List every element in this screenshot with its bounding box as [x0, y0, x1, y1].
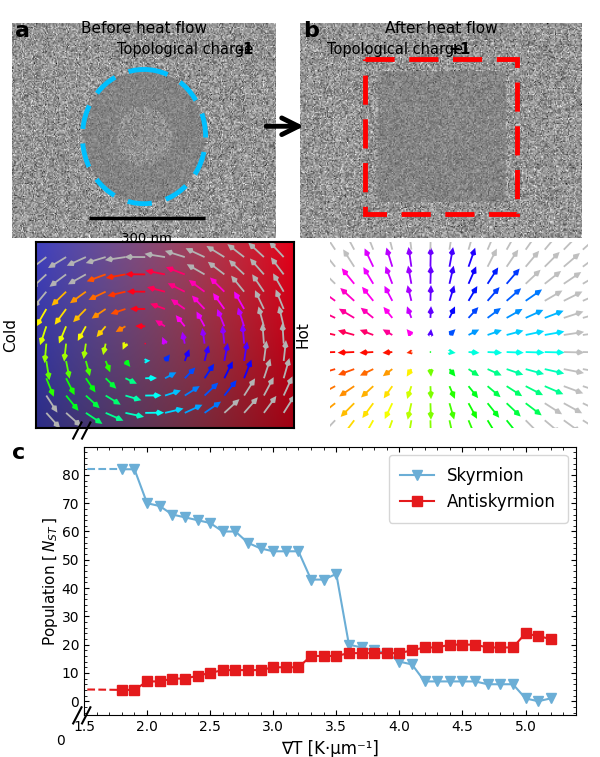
Antiskyrmion	[547, 634, 554, 643]
Antiskyrmion	[472, 640, 479, 650]
Skyrmion	[282, 547, 289, 556]
Text: Cold: Cold	[3, 318, 19, 351]
Antiskyrmion	[535, 631, 542, 640]
Antiskyrmion	[194, 671, 201, 681]
Antiskyrmion	[118, 685, 125, 694]
Skyrmion	[547, 694, 554, 703]
Skyrmion	[509, 680, 517, 689]
Skyrmion	[409, 660, 416, 669]
Skyrmion	[156, 501, 163, 510]
Antiskyrmion	[409, 646, 416, 655]
Text: Topological charge: Topological charge	[327, 42, 468, 57]
Line: Skyrmion: Skyrmion	[117, 464, 556, 706]
Antiskyrmion	[206, 668, 214, 678]
Skyrmion	[131, 465, 138, 474]
Antiskyrmion	[446, 640, 454, 650]
Antiskyrmion	[484, 643, 491, 652]
Skyrmion	[396, 657, 403, 666]
Text: -1: -1	[237, 42, 253, 57]
Antiskyrmion	[244, 665, 251, 674]
Skyrmion	[383, 649, 391, 658]
Skyrmion	[169, 510, 176, 519]
Antiskyrmion	[232, 665, 239, 674]
Text: Before heat flow: Before heat flow	[81, 21, 207, 36]
Skyrmion	[219, 527, 226, 536]
Text: b: b	[303, 21, 319, 41]
Skyrmion	[232, 527, 239, 536]
X-axis label: ∇T [K·μm⁻¹]: ∇T [K·μm⁻¹]	[281, 740, 379, 757]
Skyrmion	[257, 544, 264, 553]
Text: +1: +1	[449, 42, 471, 57]
Skyrmion	[371, 646, 378, 655]
Antiskyrmion	[358, 649, 365, 658]
Skyrmion	[434, 677, 441, 686]
Skyrmion	[194, 516, 201, 525]
Skyrmion	[346, 640, 353, 650]
Text: Hot: Hot	[296, 321, 311, 348]
Antiskyrmion	[509, 643, 517, 652]
Text: After heat flow: After heat flow	[385, 21, 497, 36]
Antiskyrmion	[396, 649, 403, 658]
Antiskyrmion	[434, 643, 441, 652]
Legend: Skyrmion, Antiskyrmion: Skyrmion, Antiskyrmion	[389, 455, 568, 522]
Antiskyrmion	[371, 649, 378, 658]
Antiskyrmion	[459, 640, 466, 650]
Antiskyrmion	[282, 662, 289, 671]
Skyrmion	[244, 538, 251, 547]
Antiskyrmion	[257, 665, 264, 674]
Skyrmion	[497, 680, 504, 689]
Antiskyrmion	[522, 629, 529, 638]
Skyrmion	[535, 696, 542, 706]
Text: 300 nm: 300 nm	[121, 232, 172, 245]
Skyrmion	[358, 643, 365, 652]
Text: Topological charge: Topological charge	[117, 42, 258, 57]
Skyrmion	[269, 547, 277, 556]
Skyrmion	[143, 499, 151, 508]
Skyrmion	[421, 677, 428, 686]
Skyrmion	[484, 680, 491, 689]
Antiskyrmion	[143, 677, 151, 686]
Text: 0: 0	[56, 734, 65, 748]
Antiskyrmion	[497, 643, 504, 652]
Skyrmion	[472, 677, 479, 686]
Skyrmion	[333, 569, 340, 578]
Skyrmion	[206, 519, 214, 528]
Skyrmion	[459, 677, 466, 686]
Skyrmion	[446, 677, 454, 686]
Antiskyrmion	[219, 665, 226, 674]
Antiskyrmion	[346, 649, 353, 658]
Skyrmion	[295, 547, 302, 556]
Skyrmion	[320, 575, 327, 584]
Antiskyrmion	[307, 652, 314, 661]
Bar	[365, 59, 517, 214]
Antiskyrmion	[320, 652, 327, 661]
Skyrmion	[118, 465, 125, 474]
Antiskyrmion	[421, 643, 428, 652]
Skyrmion	[307, 575, 314, 584]
Text: c: c	[12, 443, 25, 463]
Line: Antiskyrmion: Antiskyrmion	[117, 628, 556, 695]
Text: a: a	[15, 21, 30, 41]
Antiskyrmion	[169, 674, 176, 683]
Antiskyrmion	[333, 652, 340, 661]
Skyrmion	[181, 512, 188, 522]
Antiskyrmion	[295, 662, 302, 671]
Antiskyrmion	[131, 685, 138, 694]
Antiskyrmion	[181, 674, 188, 683]
Antiskyrmion	[156, 677, 163, 686]
Skyrmion	[522, 694, 529, 703]
Y-axis label: Population [ $N_{ST}$ ]: Population [ $N_{ST}$ ]	[41, 516, 60, 646]
Antiskyrmion	[383, 649, 391, 658]
Antiskyrmion	[269, 662, 277, 671]
